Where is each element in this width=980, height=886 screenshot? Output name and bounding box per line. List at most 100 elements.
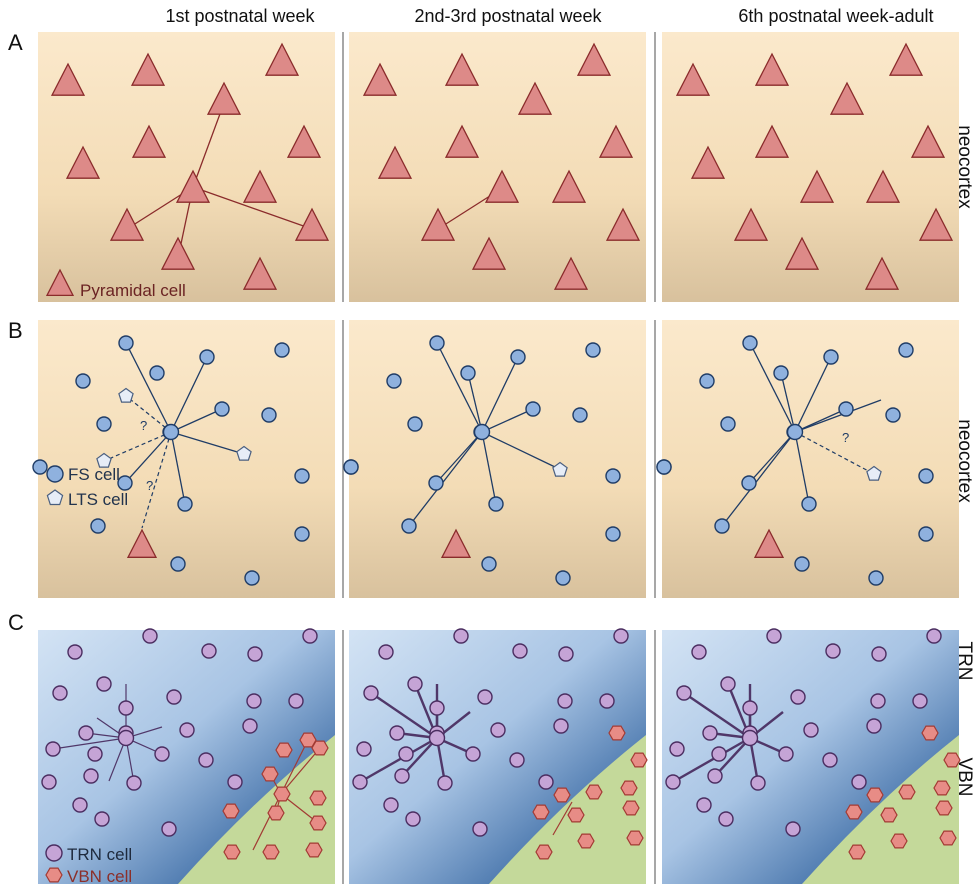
trn-cell [558, 646, 574, 662]
fs-cell [244, 570, 260, 586]
pyramidal-cell [517, 81, 553, 115]
vbn-cell [585, 784, 603, 800]
trn-cell [161, 821, 177, 837]
trn-cell [557, 693, 573, 709]
vbn-cell [535, 844, 553, 860]
fs-cell [386, 373, 402, 389]
trn-cell [378, 644, 394, 660]
pyramidal-cell [50, 62, 86, 96]
trn-cell [691, 644, 707, 660]
fs-cell [343, 459, 359, 475]
trn-cell [41, 774, 57, 790]
trn-cell [356, 741, 372, 757]
pyramidal-cell [784, 236, 820, 270]
lts-connection [125, 395, 172, 433]
vbn-cell [866, 787, 884, 803]
column-title-week1: 1st postnatal week [165, 6, 315, 26]
vbn-cell [845, 804, 863, 820]
pyramidal-cell [576, 42, 612, 76]
trn-cell [363, 685, 379, 701]
trn-cell [785, 821, 801, 837]
vbn-cell [273, 786, 291, 802]
fs-connection [794, 356, 832, 433]
trn-cell [94, 811, 110, 827]
fs-cell [918, 526, 934, 542]
pyramidal-cell [160, 236, 196, 270]
fs-cell [117, 475, 133, 491]
trn-connection [370, 692, 438, 739]
vbn-cell [608, 725, 626, 741]
lts-legend-icon [46, 489, 64, 506]
trn-legend-label: TRN cell [67, 845, 132, 864]
trn-cell [871, 646, 887, 662]
lts-connection [794, 431, 875, 475]
trn-cell [870, 693, 886, 709]
trn-cell [142, 628, 158, 644]
pyramidal-cell [553, 256, 589, 290]
panel-b-3 [662, 320, 959, 598]
fs-connection [748, 431, 796, 484]
lts-legend-label: LTS cell [68, 490, 128, 509]
pyramidal-cell [286, 124, 322, 158]
vbn-cell [626, 830, 644, 846]
trn-cell [553, 718, 569, 734]
fs-connection [170, 431, 186, 505]
fs-cell [605, 468, 621, 484]
vbn-connection [252, 793, 282, 851]
trn-cell [352, 774, 368, 790]
fs-connection [780, 372, 796, 433]
trn-cell [96, 676, 112, 692]
fs-cell [510, 349, 526, 365]
pyramidal-cell [440, 528, 472, 558]
trn-cell [242, 718, 258, 734]
pyramidal-cell [753, 528, 785, 558]
pyramidal-cell [444, 52, 480, 86]
trn-cell [201, 643, 217, 659]
pyramidal-cell [754, 52, 790, 86]
vbn-cell [935, 800, 953, 816]
question-mark: ? [842, 430, 849, 445]
vbn-cell [309, 815, 327, 831]
trn-cell [778, 746, 794, 762]
trn-hub-cell [741, 729, 759, 747]
pyramidal-cell [65, 145, 101, 179]
trn-cell [198, 752, 214, 768]
pyramidal-cell [733, 207, 769, 241]
vbn-cell [311, 740, 329, 756]
fs-cell [75, 373, 91, 389]
fs-connection [125, 342, 172, 433]
vbn-cell [577, 833, 595, 849]
trn-cell [166, 689, 182, 705]
fs-connection [170, 356, 208, 433]
fs-hub-cell [473, 423, 491, 441]
trn-cell [613, 628, 629, 644]
fs-cell [149, 365, 165, 381]
vbn-cell [939, 830, 957, 846]
trn-cell [67, 644, 83, 660]
pyramidal-cell [484, 169, 520, 203]
vbn-cell [898, 784, 916, 800]
vbn-cell [305, 842, 323, 858]
pyramidal-cell [242, 256, 278, 290]
vbn-cell [567, 807, 585, 823]
vbn-connection [280, 747, 321, 795]
question-mark: ? [146, 478, 153, 493]
lts-cell [96, 452, 112, 468]
vbn-cell [261, 766, 279, 782]
trn-cell [465, 746, 481, 762]
pyramidal-cell [420, 207, 456, 241]
vbn-cell [275, 742, 293, 758]
pyramidal-cell [551, 169, 587, 203]
trn-cell [720, 676, 736, 692]
fs-connection [170, 431, 245, 455]
lts-connection [103, 431, 172, 462]
trn-cell [154, 746, 170, 762]
fs-connection [481, 356, 519, 433]
vbn-cell [532, 804, 550, 820]
trn-cell [389, 725, 405, 741]
trn-cell [825, 643, 841, 659]
fs-cell [170, 556, 186, 572]
trn-cell [669, 741, 685, 757]
fs-cell [898, 342, 914, 358]
fs-cell [118, 335, 134, 351]
